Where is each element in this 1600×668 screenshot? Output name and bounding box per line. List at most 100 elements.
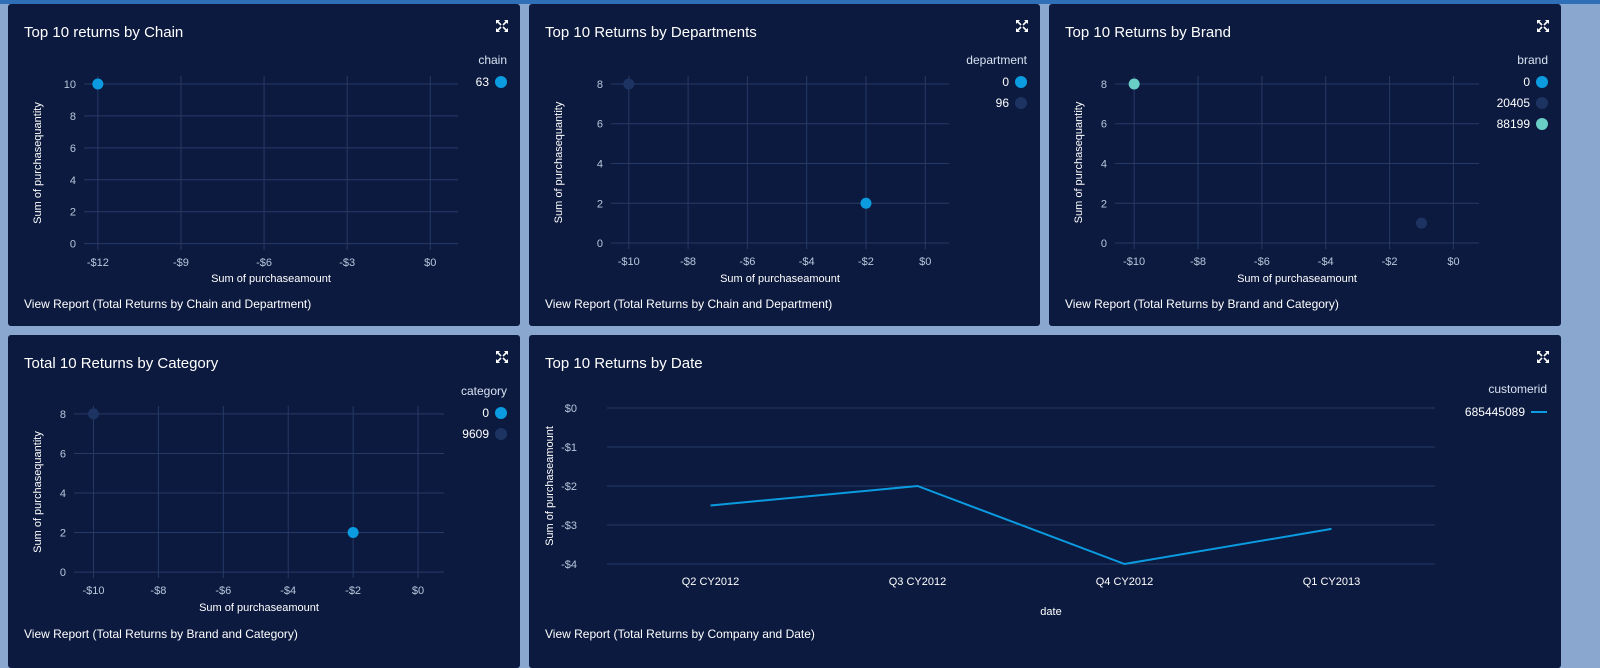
chart-panel-chain: Top 10 returns by Chain 0 2 4 6 8 10 -$12 -$9 -$… [8, 4, 520, 326]
scatter-chart: 0 2 4 6 8 10 -$12 -$9 -$6 -$3 $0 Sum of purchaseamo… [32, 76, 458, 285]
legend-item[interactable]: 88199 [1497, 115, 1548, 133]
view-report-link[interactable]: View Report (Total Returns by Brand and … [1065, 297, 1339, 311]
x-tick-label: Q1 CY2013 [1303, 576, 1360, 588]
x-axis-label: Sum of purchaseamount [720, 273, 840, 285]
x-tick-label: -$10 [1123, 256, 1145, 268]
view-report-link[interactable]: View Report (Total Returns by Chain and … [24, 297, 312, 311]
x-axis-label: Sum of purchaseamount [1237, 273, 1357, 285]
x-tick-label: $0 [1447, 256, 1459, 268]
legend-label: 685445089 [1464, 405, 1525, 419]
y-tick-label: 6 [1101, 119, 1107, 131]
y-tick-label: 8 [597, 79, 603, 91]
y-tick-label: 8 [60, 409, 66, 421]
x-axis-label: Sum of purchaseamount [199, 602, 319, 614]
legend-item[interactable]: 20405 [1497, 94, 1548, 112]
legend-title: department [966, 53, 1027, 67]
y-tick-label: 6 [70, 143, 76, 155]
y-tick-label: 6 [60, 448, 66, 460]
x-tick-label: -$2 [1382, 256, 1398, 268]
legend-dot-swatch [495, 76, 507, 88]
view-report-link[interactable]: View Report (Total Returns by Brand and … [24, 627, 298, 641]
scatter-point[interactable] [623, 78, 635, 90]
x-axis-label: Sum of purchaseamount [211, 273, 331, 285]
panel-title: Top 10 Returns by Date [545, 355, 703, 372]
panel-title: Top 10 Returns by Brand [1065, 24, 1231, 41]
y-axis-label: Sum of purchaseamount [544, 426, 556, 546]
expand-icon[interactable] [1535, 18, 1551, 34]
view-report-link[interactable]: View Report (Total Returns by Company an… [545, 627, 815, 641]
x-tick-label: -$6 [215, 585, 231, 597]
legend-item[interactable]: 96 [996, 94, 1027, 112]
y-tick-label: 0 [60, 567, 66, 579]
y-tick-label: 8 [1101, 79, 1107, 91]
y-tick-label: 4 [597, 158, 603, 170]
y-axis-label: Sum of purchasequantity [553, 101, 565, 223]
legend-item[interactable]: 0 [1523, 73, 1548, 91]
expand-icon[interactable] [1014, 18, 1030, 34]
scatter-point[interactable] [1128, 78, 1140, 90]
legend-label: 0 [482, 406, 489, 420]
x-tick-label: -$3 [339, 257, 355, 269]
y-tick-label: 0 [597, 238, 603, 250]
panel-title: Top 10 returns by Chain [24, 24, 184, 41]
y-tick-label: -$1 [561, 442, 577, 454]
scatter-point[interactable] [92, 78, 104, 90]
y-tick-label: 4 [60, 488, 66, 500]
legend-item[interactable]: 685445089 [1465, 403, 1547, 421]
legend-dot-swatch [1536, 118, 1548, 130]
scatter-point[interactable] [347, 527, 359, 539]
chart-panel-departments: Top 10 Returns by Departments 0 2 4 6 8 -$10 -… [529, 4, 1040, 326]
x-tick-label: $0 [919, 256, 931, 268]
view-report-link[interactable]: View Report (Total Returns by Chain and … [545, 297, 833, 311]
x-tick-label: -$10 [82, 585, 104, 597]
y-tick-label: 2 [70, 207, 76, 219]
scatter-chart: 0 2 4 6 8 -$10 -$8 -$6 -$4 -$2 $0 Sum of purchaseam… [553, 76, 949, 285]
legend-line-swatch [1531, 411, 1547, 413]
x-axis-label: date [1040, 606, 1061, 618]
expand-icon[interactable] [1535, 349, 1551, 365]
legend-label: 0 [1002, 75, 1009, 89]
y-tick-label: 2 [60, 528, 66, 540]
legend-item[interactable]: 0 [482, 404, 507, 422]
y-tick-label: 8 [70, 111, 76, 123]
legend-dot-swatch [1536, 97, 1548, 109]
expand-icon[interactable] [494, 18, 510, 34]
scatter-point[interactable] [87, 408, 99, 420]
scatter-chart: 0 2 4 6 8 -$10 -$8 -$6 -$4 -$2 $0 Sum of purchaseam… [32, 406, 444, 614]
legend-label: 88199 [1496, 117, 1530, 131]
chart-panel-category: Total 10 Returns by Category 0 2 4 6 8 -$10 -$… [8, 335, 520, 668]
y-tick-label: -$2 [561, 481, 577, 493]
y-axis-label: Sum of purchasequantity [1073, 101, 1085, 223]
y-tick-label: 10 [64, 79, 76, 91]
panel-title: Total 10 Returns by Category [24, 355, 219, 372]
x-tick-label: -$8 [150, 585, 166, 597]
y-tick-label: $0 [565, 403, 577, 415]
legend-title: brand [1517, 53, 1548, 67]
series-line[interactable] [710, 484, 1332, 566]
scatter-chart: 0 2 4 6 8 -$10 -$8 -$6 -$4 -$2 $0 Sum of purchaseam… [1073, 76, 1479, 285]
expand-icon[interactable] [494, 349, 510, 365]
scatter-point[interactable] [860, 197, 872, 209]
x-tick-label: -$6 [739, 256, 755, 268]
legend-item[interactable]: 9609 [462, 425, 507, 443]
legend-label: 20405 [1496, 96, 1530, 110]
y-tick-label: 6 [597, 119, 603, 131]
y-tick-label: -$3 [561, 520, 577, 532]
legend-dot-swatch [1015, 97, 1027, 109]
x-tick-label: -$4 [799, 256, 815, 268]
legend-title: category [460, 384, 507, 398]
legend-item[interactable]: 63 [476, 73, 507, 91]
legend-title: chain [478, 53, 507, 67]
scatter-point[interactable] [1416, 217, 1428, 229]
x-tick-label: -$4 [280, 585, 296, 597]
legend-dot-swatch [495, 428, 507, 440]
chart-panel-brand: Top 10 Returns by Brand 0 2 4 6 8 -$10 -$8 -$6 -… [1049, 4, 1561, 326]
top-accent-bar [0, 0, 1600, 4]
y-tick-label: 0 [1101, 238, 1107, 250]
x-tick-label: -$9 [173, 257, 189, 269]
y-tick-label: 4 [1101, 158, 1107, 170]
y-axis-label: Sum of purchasequantity [32, 431, 44, 553]
legend-item[interactable]: 0 [1002, 73, 1027, 91]
legend-label: 9609 [462, 427, 489, 441]
x-tick-label: $0 [424, 257, 436, 269]
